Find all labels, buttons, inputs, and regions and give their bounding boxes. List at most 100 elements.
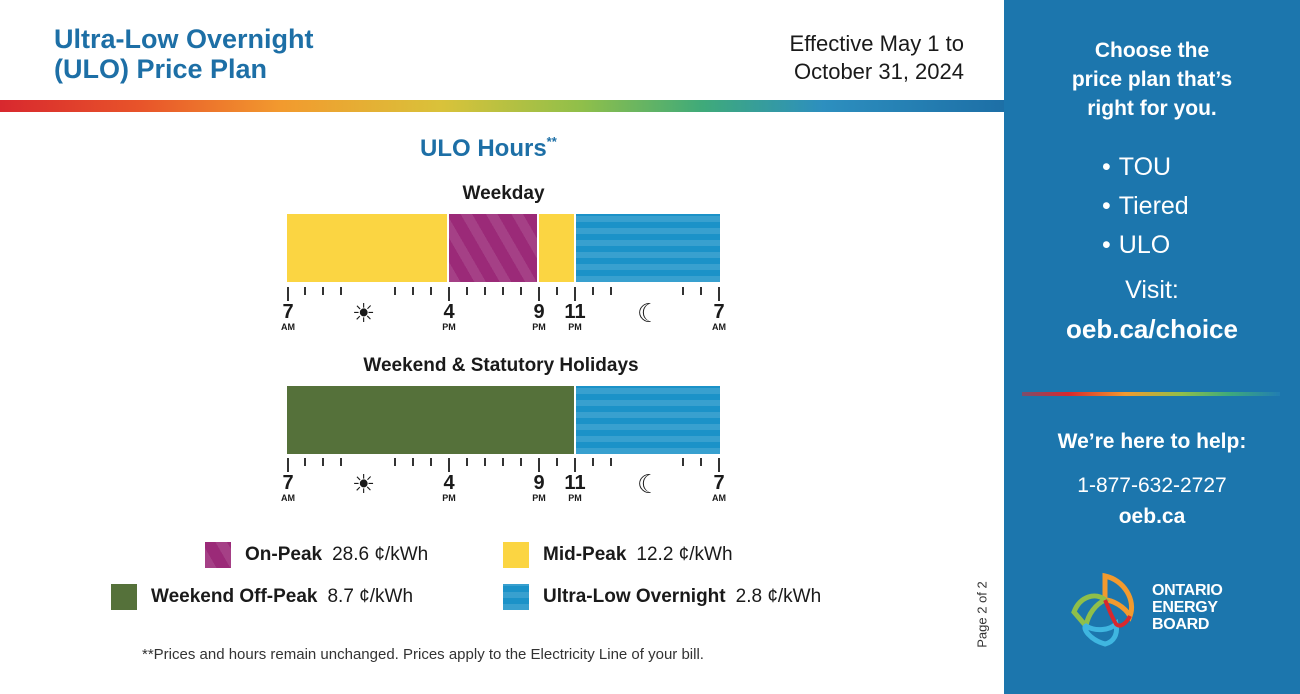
website-link[interactable]: oeb.ca [1118, 505, 1186, 528]
axis-label-7am: 7 AM [281, 472, 295, 503]
plan-title-line1: Ultra-Low Overnight [54, 24, 314, 54]
weekend-ultra-low-segment [576, 386, 720, 454]
weekday-mid-peak-morning-segment [287, 214, 449, 282]
axis-tick [556, 287, 558, 295]
sun-icon: ☀ [352, 469, 376, 499]
visit-label: Visit: [1125, 276, 1179, 304]
oeb-logo-text: ONTARIO ENERGY BOARD [1152, 582, 1223, 633]
plan-title-line2: (ULO) Price Plan [54, 54, 268, 84]
legend-on-peak: On-Peak 28.6 ¢/kWh [205, 542, 428, 568]
axis-tick [592, 458, 594, 466]
footnote: **Prices and hours remain unchanged. Pri… [142, 646, 704, 663]
axis-label-4pm: 4 PM [442, 301, 456, 332]
plan-options-list: TOU Tiered ULO [1102, 148, 1189, 265]
sidebar-title: Choose the price plan that’s right for y… [1004, 36, 1300, 123]
weekend-time-axis [287, 458, 720, 472]
plan-option: Tiered [1102, 187, 1189, 226]
weekend-off-peak-segment [287, 386, 576, 454]
axis-tick [502, 287, 504, 295]
axis-tick [322, 458, 324, 466]
visit-link[interactable]: oeb.ca/choice [1066, 314, 1238, 344]
legend-weekend-off-peak-price: 8.7 ¢/kWh [327, 586, 414, 607]
axis-tick [484, 458, 486, 466]
sidebar-rainbow-divider [1022, 392, 1280, 396]
logo-line1: ONTARIO [1152, 582, 1223, 599]
oeb-logo-icon [1071, 572, 1134, 647]
weekend-off-peak-swatch [111, 584, 137, 610]
sidebar-title-line1: Choose the [1094, 39, 1210, 62]
help-heading: We’re here to help: [1057, 430, 1247, 453]
sidebar-panel: Choose the price plan that’s right for y… [1004, 0, 1300, 694]
moon-icon: ☾ [637, 469, 661, 499]
axis-tick [592, 287, 594, 295]
axis-tick [520, 458, 522, 466]
weekday-ultra-low-segment [576, 214, 720, 282]
axis-label-7am: 7 AM [281, 301, 295, 332]
axis-tick [484, 287, 486, 295]
axis-tick [538, 287, 540, 301]
axis-tick [412, 287, 414, 295]
ulo-hours-heading-text: ULO Hours [420, 135, 547, 162]
axis-tick [448, 458, 450, 472]
axis-label-11pm: 11 PM [564, 472, 586, 503]
axis-tick [538, 458, 540, 472]
logo-line2: ENERGY [1152, 599, 1218, 616]
axis-tick [718, 287, 720, 301]
axis-tick [412, 458, 414, 466]
axis-tick [430, 458, 432, 466]
axis-tick [287, 287, 289, 301]
weekday-on-peak-segment [449, 214, 539, 282]
effective-line2: October 31, 2024 [793, 59, 964, 84]
axis-tick [466, 287, 468, 295]
moon-icon: ☾ [637, 298, 661, 328]
axis-tick [502, 458, 504, 466]
ulo-hours-heading: ULO Hours** [420, 134, 557, 163]
axis-label-7am-end: 7 AM [712, 472, 726, 503]
axis-tick [556, 458, 558, 466]
plan-option: TOU [1102, 148, 1189, 187]
sidebar-title-line2: price plan that’s [1071, 68, 1233, 91]
axis-label-4pm: 4 PM [442, 472, 456, 503]
sun-icon: ☀ [352, 298, 376, 328]
mid-peak-swatch [503, 542, 529, 568]
axis-tick [574, 458, 576, 472]
weekday-time-axis [287, 287, 720, 301]
axis-tick [466, 458, 468, 466]
axis-tick [700, 287, 702, 295]
axis-tick [700, 458, 702, 466]
phone-number[interactable]: 1-877-632-2727 [1077, 474, 1227, 497]
axis-tick [448, 287, 450, 301]
ulo-hours-heading-mark: ** [546, 134, 557, 149]
axis-tick [287, 458, 289, 472]
rainbow-divider [0, 100, 1004, 112]
legend-ultra-low-price: 2.8 ¢/kWh [735, 586, 822, 607]
axis-tick [610, 287, 612, 295]
legend-mid-peak: Mid-Peak 12.2 ¢/kWh [503, 542, 733, 568]
ultra-low-swatch [503, 584, 529, 610]
effective-line1: Effective May 1 to [789, 31, 964, 56]
axis-label-9pm: 9 PM [532, 472, 546, 503]
axis-tick [322, 287, 324, 295]
effective-dates: Effective May 1 to October 31, 2024 [790, 30, 964, 86]
weekend-bar [287, 386, 720, 454]
legend-ultra-low: Ultra-Low Overnight 2.8 ¢/kWh [503, 584, 821, 610]
axis-tick [682, 287, 684, 295]
plan-option: ULO [1102, 226, 1189, 265]
axis-tick [340, 287, 342, 295]
axis-tick [520, 287, 522, 295]
legend-mid-peak-price: 12.2 ¢/kWh [636, 544, 733, 565]
legend-on-peak-price: 28.6 ¢/kWh [332, 544, 429, 565]
weekday-heading: Weekday [462, 183, 545, 204]
axis-tick [610, 458, 612, 466]
axis-label-11pm: 11 PM [564, 301, 586, 332]
logo-line3: BOARD [1152, 616, 1210, 633]
weekday-mid-peak-evening-segment [539, 214, 576, 282]
axis-label-7am-end: 7 AM [712, 301, 726, 332]
axis-tick [574, 287, 576, 301]
page-number: Page 2 of 2 [974, 570, 990, 660]
axis-label-9pm: 9 PM [532, 301, 546, 332]
axis-tick [682, 458, 684, 466]
weekday-bar [287, 214, 720, 282]
legend-mid-peak-name: Mid-Peak [543, 544, 627, 565]
legend-weekend-off-peak-name: Weekend Off-Peak [151, 586, 318, 607]
